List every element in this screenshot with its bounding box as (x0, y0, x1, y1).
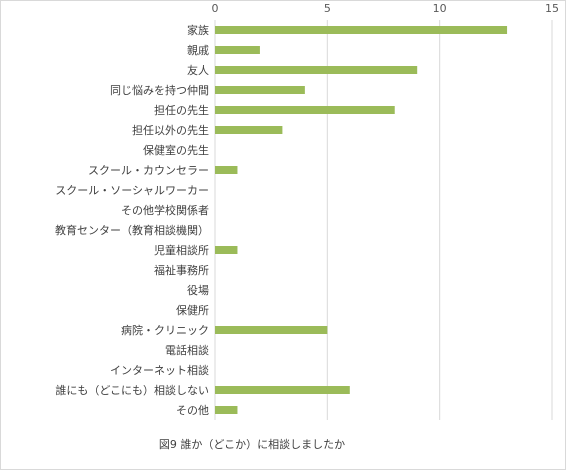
category-label: 担任の先生 (154, 103, 209, 117)
category-label: スクール・カウンセラー (88, 164, 209, 177)
category-label: スクール・ソーシャルワーカー (55, 184, 209, 197)
category-label: 友人 (187, 63, 209, 77)
bar (215, 406, 238, 414)
category-label: 保健所 (176, 303, 209, 317)
bar (215, 246, 238, 254)
x-tick-label: 5 (324, 2, 331, 15)
bar (215, 386, 350, 394)
category-label: その他学校関係者 (121, 203, 209, 217)
x-tick-label: 15 (545, 2, 559, 15)
category-label: その他 (176, 404, 209, 417)
category-label: 誰にも（どこにも）相談しない (55, 383, 209, 397)
category-label: インターネット相談 (110, 363, 209, 377)
category-label: 教育センター（教育相談機関） (55, 223, 209, 237)
category-label: 同じ悩みを持つ仲間 (110, 83, 209, 97)
category-label: 担任以外の先生 (132, 123, 209, 137)
category-labels: 家族親戚友人同じ悩みを持つ仲間担任の先生担任以外の先生保健室の先生スクール・カウ… (55, 23, 209, 417)
category-label: 児童相談所 (154, 243, 209, 257)
bar (215, 26, 508, 34)
bar (215, 86, 305, 94)
bar (215, 106, 395, 114)
category-label: 保健室の先生 (143, 143, 209, 157)
grid-layer (214, 20, 553, 420)
bar (215, 326, 328, 334)
bar (215, 126, 283, 134)
category-label: 福祉事務所 (154, 263, 209, 277)
category-label: 病院・クリニック (121, 323, 209, 337)
chart-title: 図9 誰か（どこか）に相談しましたか (159, 437, 345, 451)
category-label: 役場 (187, 283, 209, 297)
x-tick-labels: 0 5 10 15 (212, 2, 560, 15)
bar (215, 166, 238, 174)
category-label: 親戚 (187, 44, 209, 57)
x-tick-label: 0 (212, 2, 219, 15)
bar (215, 46, 260, 54)
category-label: 家族 (187, 23, 209, 37)
x-tick-label: 10 (433, 2, 447, 15)
bar (215, 66, 418, 74)
bars (215, 26, 508, 414)
category-label: 電話相談 (165, 343, 209, 357)
